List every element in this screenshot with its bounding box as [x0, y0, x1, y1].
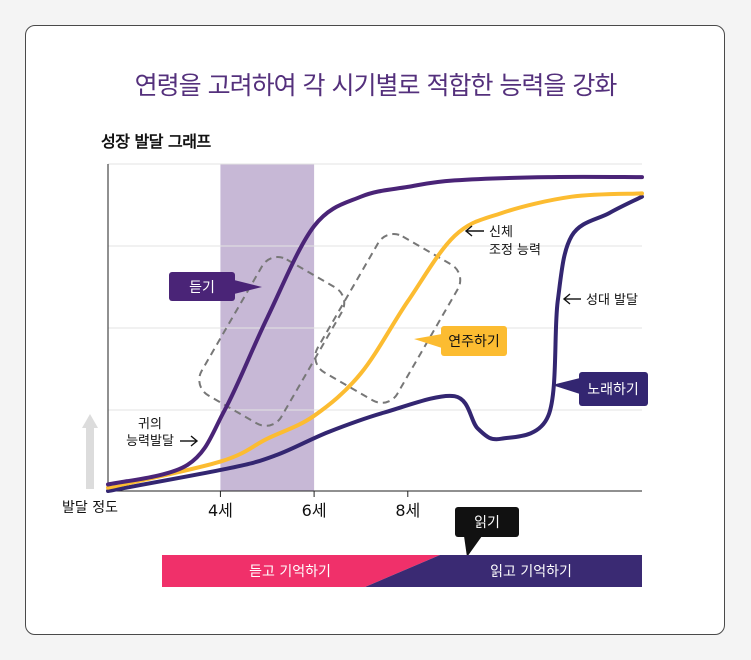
playing-callout-label: 연주하기: [448, 334, 500, 350]
hearing-callout-box: [169, 272, 235, 301]
series-line-2: [106, 194, 644, 493]
x-tick-label-1: 6세: [302, 501, 327, 520]
singing-callout-label: 노래하기: [587, 382, 639, 398]
playing-period-oval: [314, 233, 462, 404]
playing-callout-box: [441, 326, 507, 356]
body-label-line2: 조정 능력: [489, 243, 541, 258]
x-tick-label-0: 4세: [208, 501, 233, 520]
y-axis-arrow-shaft: [86, 428, 94, 489]
reading-callout-pointer: [464, 536, 482, 557]
playing-callout-pointer: [414, 334, 442, 348]
reading-callout-box: [455, 507, 519, 537]
x-tick-label-2: 8세: [395, 501, 420, 520]
grid-lines: [108, 163, 642, 411]
reading-callout-label: 읽기: [474, 515, 500, 531]
vocal-label: 성대 발달: [586, 293, 638, 308]
hearing-callout-pointer: [234, 280, 262, 294]
stage-label-read: 읽고 기억하기: [490, 564, 572, 580]
body-label-line1: 신체: [489, 225, 513, 240]
y-axis-label: 발달 정도: [62, 500, 118, 516]
singing-callout-box: [579, 372, 648, 406]
body-arrow-head: [464, 225, 473, 237]
vocal-arrow-head: [562, 293, 571, 305]
hearing-callout-label: 듣기: [189, 280, 215, 296]
series-line-0: [106, 174, 644, 487]
ear-label-line2: 능력발달: [126, 434, 174, 449]
stage-bar-listen: [162, 555, 440, 587]
series-lines: [106, 174, 644, 493]
x-ticks: 4세 6세 8세: [208, 491, 420, 520]
series-line-1: [106, 191, 644, 490]
chart-card: [25, 25, 725, 635]
chart-subtitle: 성장 발달 그래프: [101, 132, 211, 151]
ear-label-line1: 귀의: [138, 417, 162, 432]
hearing-period-oval: [198, 256, 346, 427]
y-axis-arrow-head: [82, 414, 98, 428]
page-headline: 연령을 고려하여 각 시기별로 적합한 능력을 강화: [134, 71, 618, 100]
singing-callout-pointer: [552, 378, 580, 394]
stage-label-listen: 듣고 기억하기: [249, 564, 331, 580]
ear-arrow-head: [190, 435, 199, 447]
stage-bar-read: [365, 555, 642, 587]
